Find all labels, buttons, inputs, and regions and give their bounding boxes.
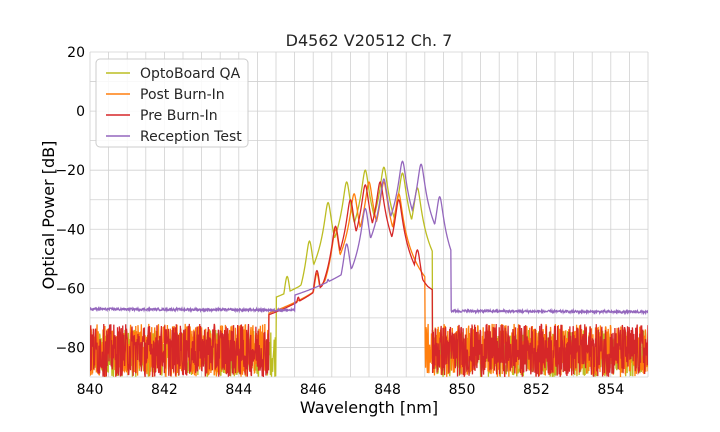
y-tick-label: 0 [76, 104, 85, 120]
series-line-4 [90, 160, 648, 316]
x-tick-label: 848 [374, 382, 401, 398]
legend: OptoBoard QA Post Burn-In Pre Burn-In Recep… [95, 58, 249, 148]
x-axis: 840 842 844 846 848 850 852 854 [77, 382, 625, 398]
series-layer [90, 160, 648, 377]
legend-label: Post Burn-In [140, 87, 225, 103]
y-tick-label: 20 [67, 45, 85, 61]
legend-label: Reception Test [140, 129, 242, 145]
x-tick-label: 844 [225, 382, 252, 398]
y-tick-label: −60 [55, 281, 85, 297]
chart-title: D4562 V20512 Ch. 7 [286, 31, 453, 50]
legend-label: Pre Burn-In [140, 108, 218, 124]
series-line-3 [90, 181, 648, 377]
x-tick-label: 840 [77, 382, 104, 398]
x-tick-label: 850 [449, 382, 476, 398]
y-axis: 20 0 −20 −40 −60 −80 [55, 45, 85, 356]
x-tick-label: 846 [300, 382, 327, 398]
legend-label: OptoBoard QA [140, 66, 241, 82]
y-axis-label: Optical Power [dB] [39, 141, 58, 290]
y-tick-label: −40 [55, 222, 85, 238]
x-axis-label: Wavelength [nm] [300, 398, 438, 417]
x-tick-label: 842 [151, 382, 178, 398]
x-tick-label: 854 [597, 382, 624, 398]
y-tick-label: −80 [55, 340, 85, 356]
x-tick-label: 852 [523, 382, 550, 398]
legend-box [95, 58, 249, 148]
y-tick-label: −20 [55, 163, 85, 179]
